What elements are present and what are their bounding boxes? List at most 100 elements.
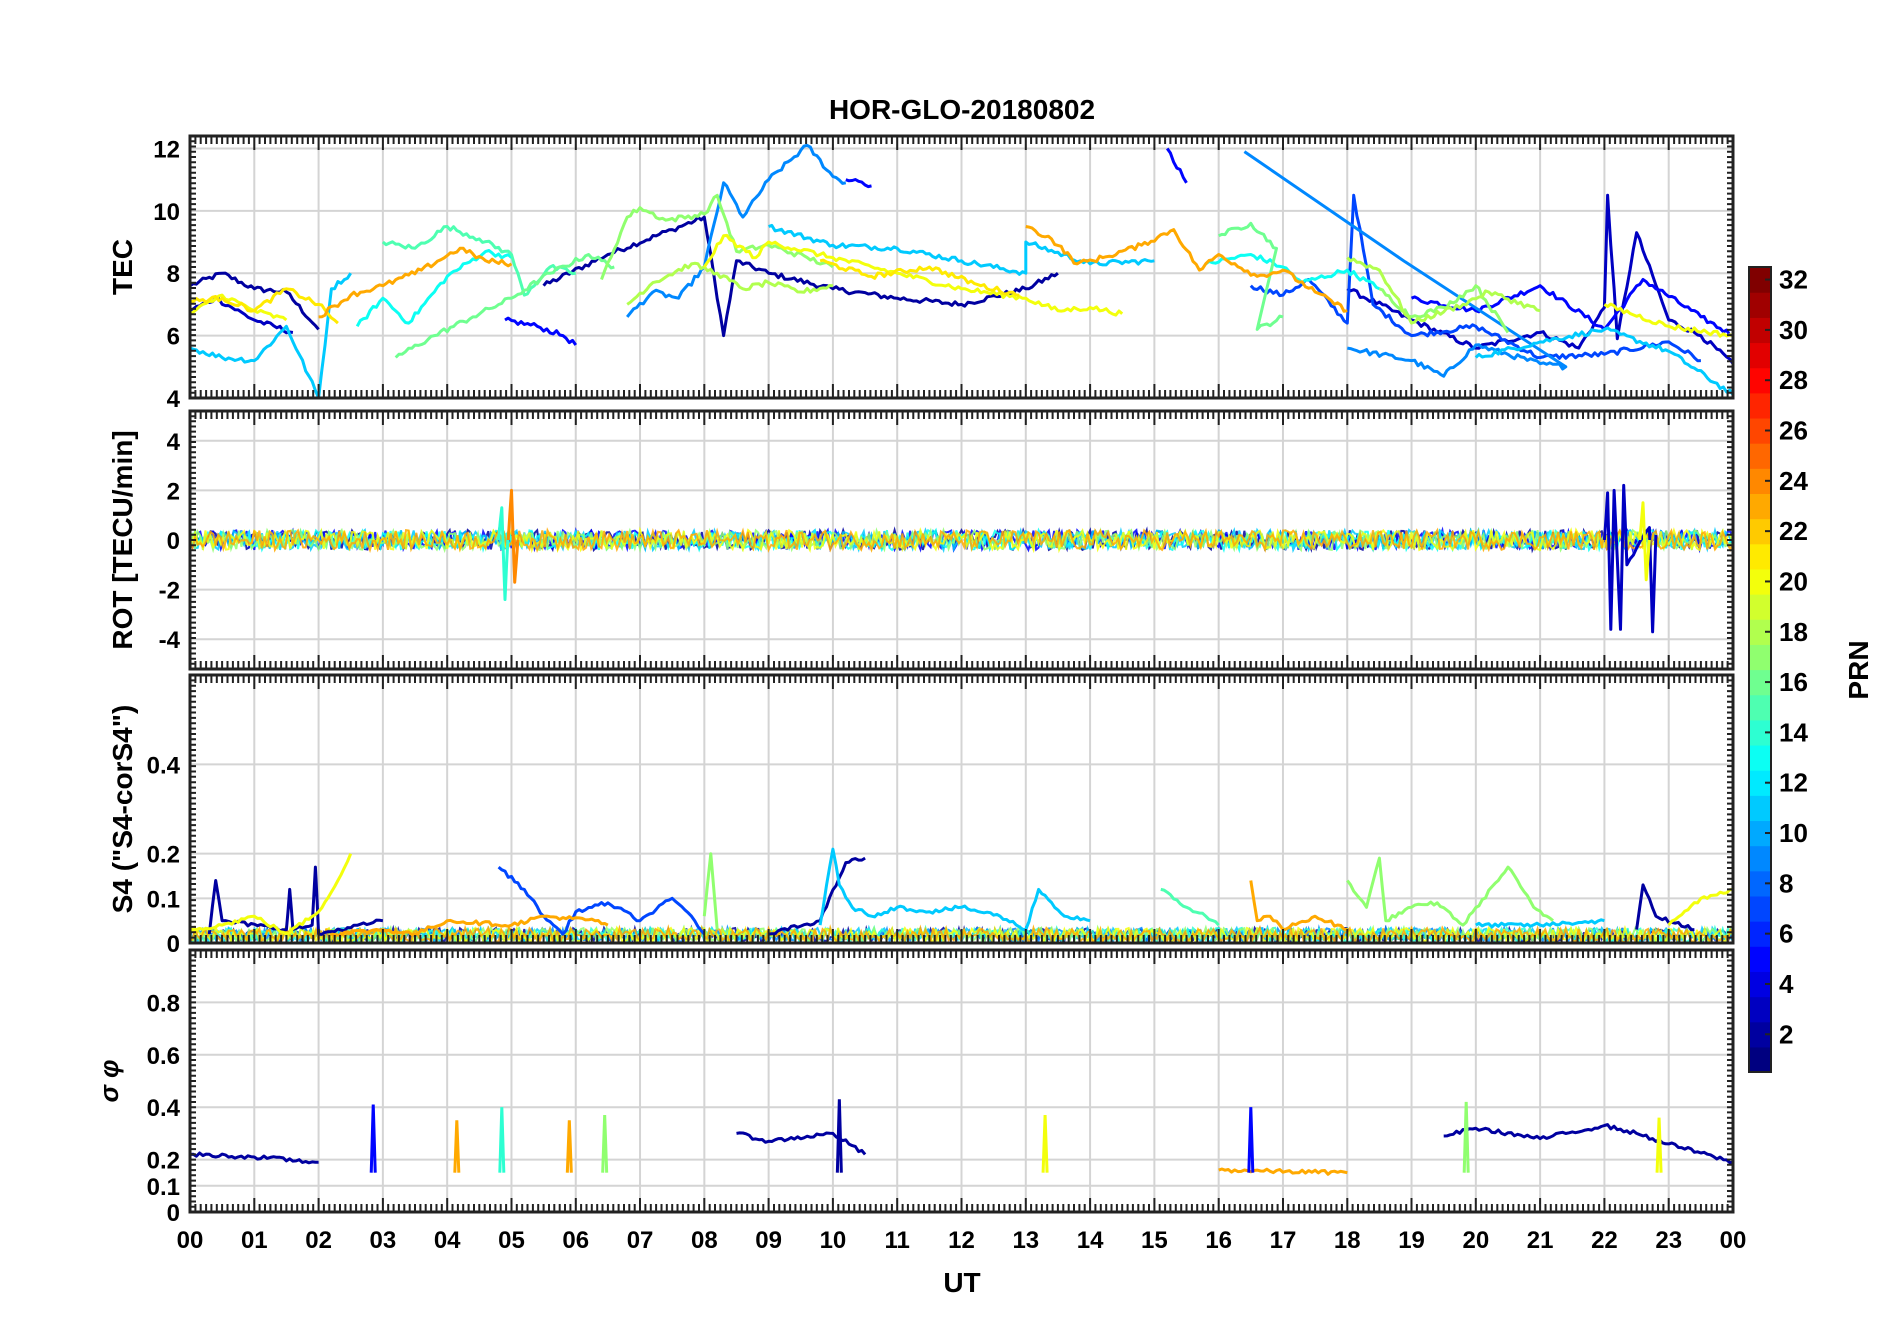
colorbar-tick-label: 22 — [1779, 516, 1808, 546]
colorbar-tick-label: 6 — [1779, 919, 1793, 949]
colorbar-tick-label: 14 — [1779, 717, 1808, 747]
colorbar-segment — [1749, 392, 1771, 419]
series-sigma_phi-prn-2 — [190, 1123, 1733, 1165]
spike-prn-5 — [1247, 1107, 1255, 1173]
x-tick-label: 13 — [1012, 1227, 1039, 1254]
series-tec-prn-9 — [626, 143, 1568, 378]
tick-marks — [189, 950, 1734, 1213]
y-tick-label: 6 — [167, 324, 180, 351]
x-tick-label: 09 — [755, 1227, 782, 1254]
colorbar-tick-label: 12 — [1779, 768, 1808, 798]
series-group — [190, 143, 1733, 398]
panel-tec: 4 6 8 10 12 TEC — [107, 134, 1735, 413]
colorbar-segment — [1749, 292, 1771, 318]
colorbar-segment — [1749, 644, 1771, 671]
colorbar-tick-label: 20 — [1779, 566, 1808, 596]
panel-s4: 0 0.1 0.2 0.4 S4 ("S4-corS4") — [107, 673, 1735, 958]
x-tick-label: 23 — [1655, 1227, 1682, 1254]
series-rot-prn-20 — [1638, 501, 1651, 582]
colorbar-frame — [1748, 266, 1772, 1073]
y-tick-label: 0.1 — [147, 1174, 180, 1201]
x-tick-label: 00 — [1720, 1227, 1747, 1254]
colorbar-segment — [1749, 1021, 1771, 1048]
x-tick-label: 01 — [241, 1227, 268, 1254]
series-rot-prn-24 — [506, 488, 520, 584]
panel-rot: -4 -2 0 2 4 ROT [TECU/min] — [107, 409, 1735, 671]
x-tick-label: 18 — [1334, 1227, 1361, 1254]
tick-marks — [189, 411, 1734, 670]
series-tec-prn-2 — [190, 215, 1059, 338]
spike-prn-23 — [453, 1120, 461, 1173]
colorbar-label: PRN — [1843, 640, 1874, 699]
spike-prn-23 — [565, 1120, 573, 1173]
x-tick-label: 02 — [305, 1227, 332, 1254]
colorbar-segment — [1749, 694, 1771, 721]
x-tick-label: 00 — [177, 1227, 204, 1254]
y-tick-label: 0.4 — [147, 1095, 181, 1122]
x-tick-label: 17 — [1270, 1227, 1297, 1254]
y-tick-label: 10 — [153, 199, 180, 226]
series-tec-prn-16 — [394, 221, 1284, 359]
colorbar-segment — [1749, 820, 1771, 847]
colorbar-tick-label: 28 — [1779, 365, 1808, 395]
spike-prn-17 — [1462, 1101, 1470, 1173]
colorbar-segment — [1749, 417, 1771, 444]
y-tick-label: 4 — [167, 386, 181, 413]
series-s4-prn-7 — [497, 865, 706, 936]
y-tick-label: 0 — [167, 1200, 180, 1227]
colorbar-tick-label: 4 — [1779, 969, 1794, 999]
colorbar-segment — [1749, 795, 1771, 822]
x-tick-label: 19 — [1398, 1227, 1425, 1254]
y-tick-label: 0.1 — [147, 886, 180, 913]
y-tick-label: 0.8 — [147, 990, 180, 1017]
x-tick-label: 03 — [370, 1227, 397, 1254]
panel-sigma_phi: 00.10.2 0.4 0.6 0.8 σ φ — [94, 948, 1735, 1227]
spike-prn-20 — [1655, 1117, 1663, 1173]
x-tick-label: 22 — [1591, 1227, 1618, 1254]
y-axis-label: TEC — [107, 239, 138, 295]
noise-series-prn-23 — [190, 527, 1733, 554]
spike-prn-2 — [835, 1099, 843, 1173]
series-s4-prn-23 — [331, 880, 1348, 937]
series-s4-prn-11 — [818, 847, 1605, 932]
x-tick-label: 04 — [434, 1227, 461, 1254]
series-tec-prn-18 — [626, 256, 1541, 325]
series-group — [190, 483, 1733, 634]
x-tick-label: 14 — [1077, 1227, 1104, 1254]
colorbar-segment — [1749, 267, 1771, 293]
series-s4-prn-20 — [190, 853, 1733, 936]
colorbar-tick-label: 2 — [1779, 1019, 1793, 1049]
series-tec-prn-23 — [318, 225, 1348, 319]
colorbar-tick-label: 26 — [1779, 416, 1808, 446]
colorbar-segment — [1749, 518, 1771, 545]
y-tick-label: 2 — [167, 478, 180, 505]
colorbar-tick-label: 24 — [1779, 466, 1808, 496]
colorbar-segment — [1749, 669, 1771, 696]
y-tick-label: -4 — [159, 627, 181, 654]
y-tick-label: -2 — [159, 578, 180, 605]
y-tick-label: 0.2 — [147, 1148, 180, 1175]
series-s4-prn-17 — [702, 852, 1554, 930]
colorbar-segment — [1749, 845, 1771, 872]
colorbar-segment — [1749, 317, 1771, 344]
colorbar-segment — [1749, 744, 1771, 771]
series-rot-prn-3 — [1602, 483, 1658, 634]
chart-title: HOR-GLO-20180802 — [829, 94, 1095, 125]
y-tick-label: 0 — [167, 528, 180, 555]
x-tick-label: 12 — [948, 1227, 975, 1254]
colorbar-segment — [1749, 468, 1771, 495]
series-tec-prn-21 — [190, 258, 1020, 325]
y-tick-label: 12 — [153, 136, 180, 163]
colorbar-segment — [1749, 619, 1771, 645]
colorbar-segment — [1749, 996, 1771, 1023]
spike-prn-5 — [369, 1104, 377, 1173]
colorbar-segment — [1749, 971, 1771, 998]
x-tick-label: 06 — [562, 1227, 589, 1254]
colorbar-segment — [1749, 594, 1771, 620]
x-tick-label: 10 — [820, 1227, 847, 1254]
colorbar-segment — [1749, 342, 1771, 369]
colorbar-segment — [1749, 870, 1771, 897]
